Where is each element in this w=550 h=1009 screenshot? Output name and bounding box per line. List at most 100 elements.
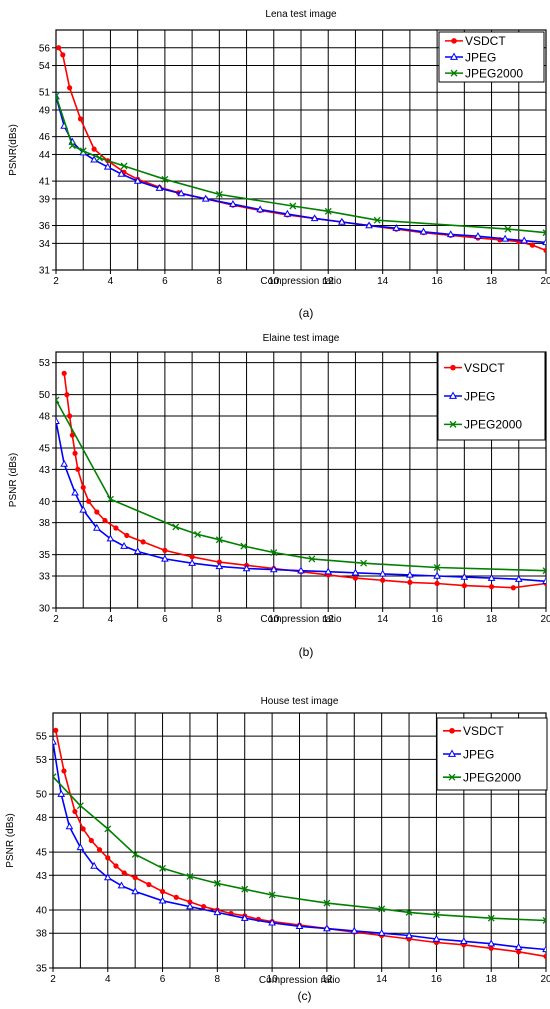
data-point <box>187 899 193 905</box>
y-axis-label: PSNR (dBs) <box>5 813 16 867</box>
data-point <box>504 225 512 233</box>
figure-caption: (c) <box>298 989 312 1003</box>
y-tick-label: 45 <box>36 848 48 859</box>
data-point <box>80 826 86 832</box>
x-axis-label: Compression ratio <box>259 975 341 986</box>
data-point <box>72 450 78 456</box>
legend-marker <box>449 420 457 428</box>
data-point <box>194 530 202 538</box>
data-point <box>61 768 67 774</box>
legend-label: JPEG <box>463 747 494 761</box>
data-point <box>377 928 386 936</box>
plot-frame <box>52 712 547 969</box>
data-point <box>323 899 331 907</box>
data-point <box>186 902 194 910</box>
data-point <box>103 162 112 170</box>
data-point <box>69 432 75 438</box>
data-point <box>268 918 276 926</box>
data-point <box>88 837 94 844</box>
data-point <box>79 147 87 155</box>
data-point <box>433 571 441 579</box>
x-tick-label: 20 <box>540 974 550 985</box>
data-point <box>378 569 387 577</box>
data-point <box>337 217 346 225</box>
series-jpeg <box>53 737 546 953</box>
series-jpeg <box>56 417 546 585</box>
y-tick-label: 50 <box>39 390 51 401</box>
data-point <box>516 949 522 955</box>
plot-frame <box>55 29 547 271</box>
data-point <box>432 934 441 942</box>
chart-1: Elaine test image 30 33 35 38 40 43 45 48 50 53 2 4 6… <box>8 333 550 659</box>
legend-marker <box>448 773 456 781</box>
x-tick-label: 4 <box>108 276 114 287</box>
data-point <box>177 189 186 197</box>
data-point <box>407 579 413 586</box>
data-point <box>117 169 126 177</box>
y-tick-label: 44 <box>39 150 51 161</box>
data-point <box>57 789 66 797</box>
data-point <box>120 162 128 170</box>
legend-marker <box>450 69 458 77</box>
data-point <box>268 891 276 899</box>
data-point <box>488 945 494 951</box>
data-point <box>79 505 88 513</box>
data-point <box>53 737 57 745</box>
data-point <box>324 207 332 215</box>
data-point <box>161 554 169 562</box>
data-point <box>461 583 467 589</box>
y-tick-label: 31 <box>39 266 51 277</box>
y-tick-label: 51 <box>39 88 51 99</box>
y-tick-label: 38 <box>36 929 48 940</box>
data-point <box>159 888 166 895</box>
y-tick-label: 53 <box>39 358 51 369</box>
data-point <box>132 874 138 881</box>
y-tick-label: 43 <box>36 871 48 882</box>
data-point <box>269 565 278 573</box>
data-point <box>68 142 76 150</box>
data-point <box>460 572 469 580</box>
data-point <box>133 176 142 184</box>
data-point <box>216 559 222 565</box>
data-point <box>113 525 119 531</box>
legend-label: JPEG <box>465 50 496 64</box>
data-point <box>487 573 496 581</box>
y-axis-label: PSNR (dBs) <box>8 453 19 507</box>
data-point <box>487 914 495 922</box>
data-point <box>365 221 373 229</box>
y-tick-label: 34 <box>39 239 51 250</box>
data-point <box>352 575 359 581</box>
data-point <box>542 567 546 575</box>
data-point <box>446 230 455 238</box>
data-point <box>405 931 413 939</box>
legend-marker <box>448 391 458 399</box>
data-point <box>310 214 319 222</box>
data-point <box>102 517 108 524</box>
x-tick-label: 4 <box>105 974 111 985</box>
legend-marker <box>451 38 457 44</box>
x-tick-label: 10 <box>268 614 280 625</box>
series-jpeg2000 <box>56 396 546 575</box>
x-tick-label: 16 <box>431 974 443 985</box>
y-tick-label: 38 <box>39 518 51 529</box>
data-point <box>474 231 482 239</box>
data-point <box>501 234 510 242</box>
y-tick-label: 41 <box>39 177 51 188</box>
data-point <box>520 236 529 244</box>
data-point <box>323 924 331 932</box>
data-point <box>240 542 248 550</box>
legend-label: JPEG <box>464 389 495 403</box>
data-point <box>542 238 546 246</box>
data-point <box>283 209 292 217</box>
data-point <box>91 146 97 152</box>
data-point <box>188 558 196 566</box>
data-point <box>53 727 59 733</box>
legend-marker <box>450 364 456 371</box>
y-tick-label: 54 <box>39 61 51 72</box>
y-tick-label: 43 <box>39 465 51 476</box>
chart-title: Elaine test image <box>263 333 340 344</box>
data-point <box>90 155 98 163</box>
y-tick-label: 40 <box>39 497 51 508</box>
